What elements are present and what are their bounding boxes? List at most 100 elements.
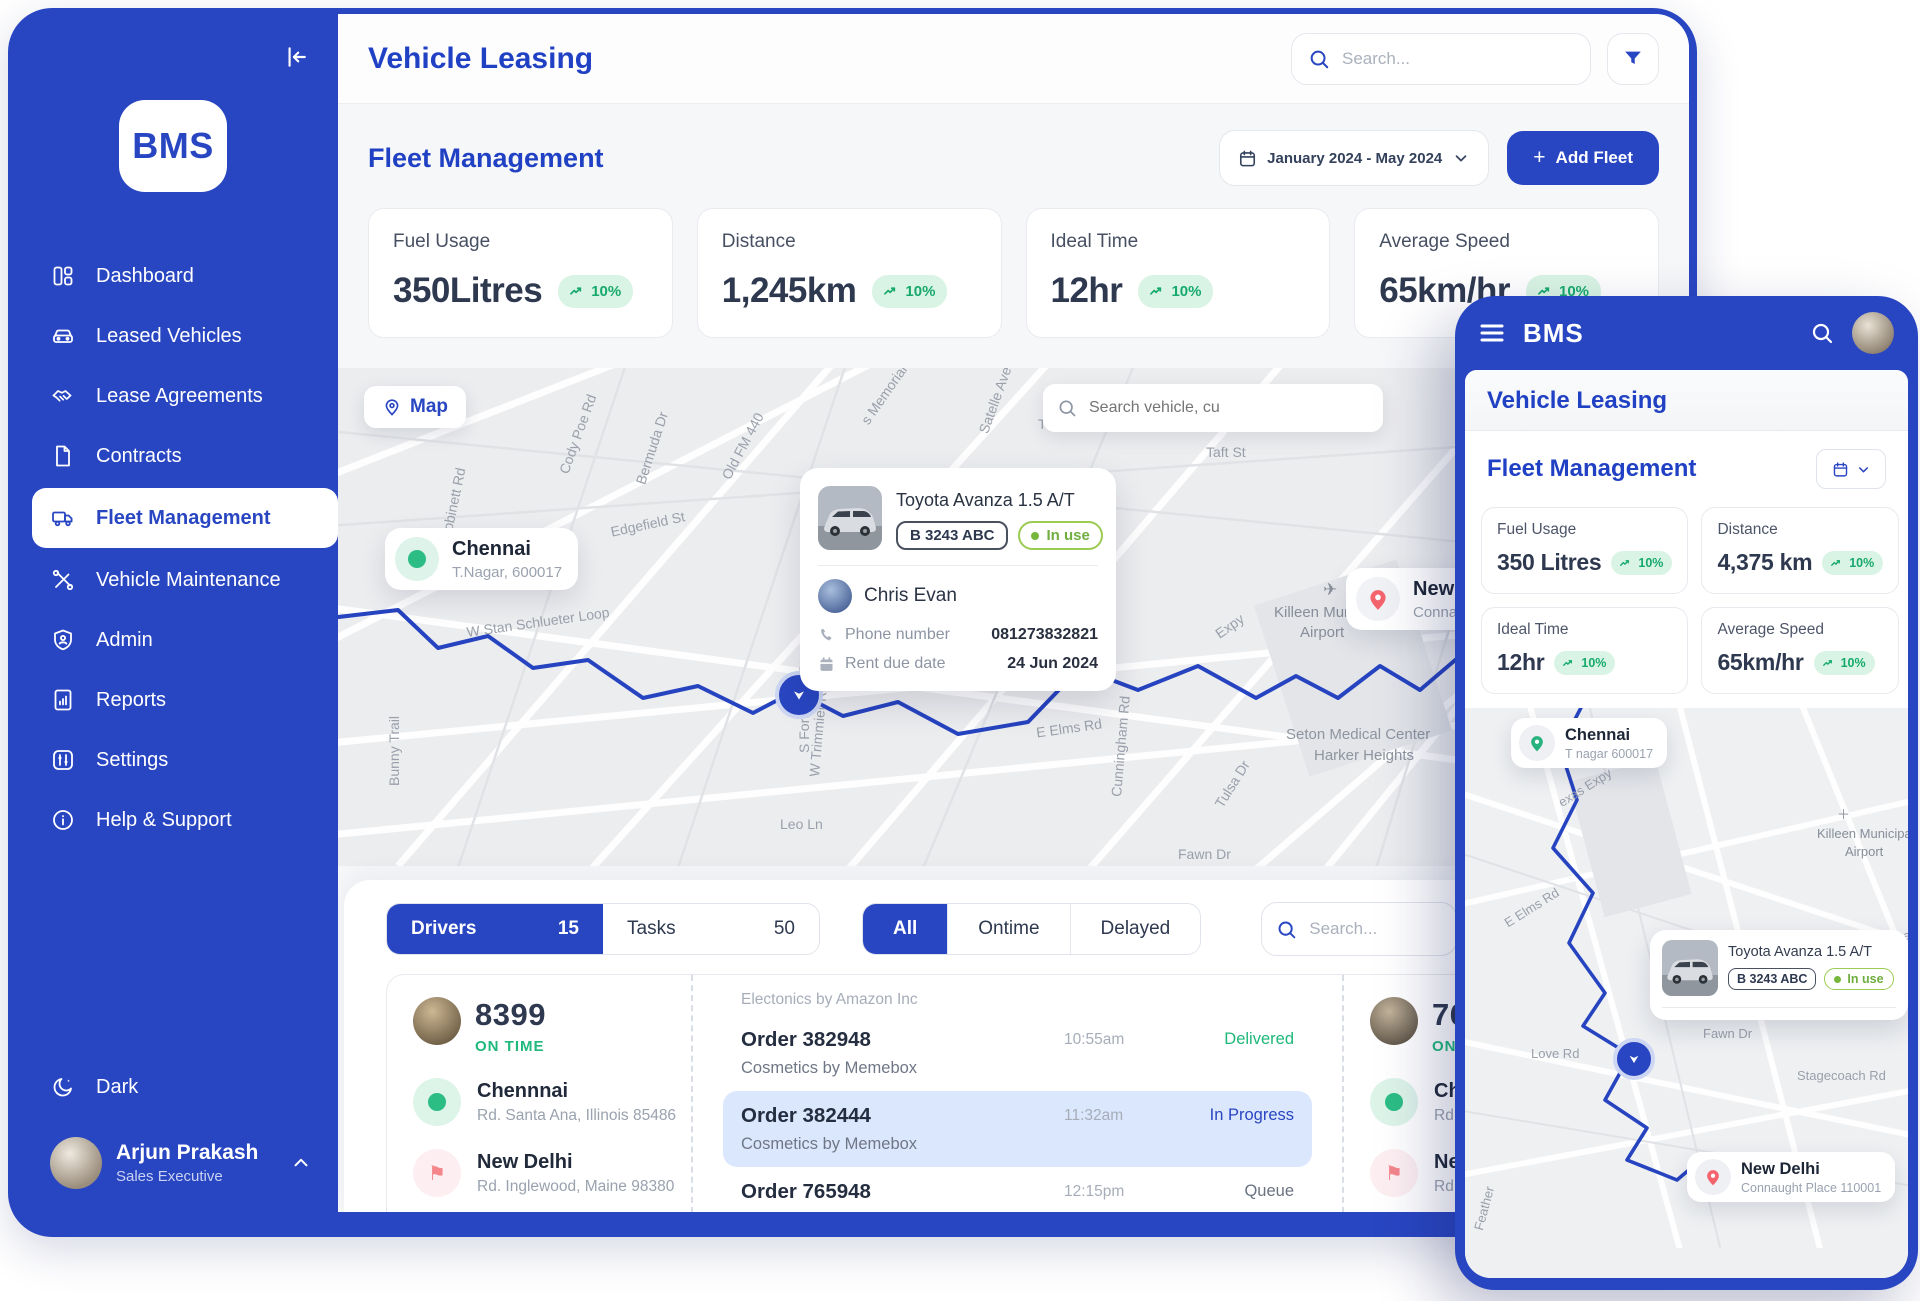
rent-value: 24 Jun 2024: [1007, 655, 1098, 672]
theme-toggle-label: Dark: [96, 1075, 139, 1098]
sidebar-item-label: Dashboard: [96, 264, 194, 287]
filter-icon: [1622, 48, 1644, 70]
sidebar-item-label: Reports: [96, 688, 167, 711]
info-icon: [50, 807, 76, 833]
vehicle-popup-card[interactable]: Toyota Avanza 1.5 A/T B 3243 ABC In use …: [800, 468, 1116, 691]
origin-dot-icon: [1370, 1078, 1418, 1126]
desktop-app: BMS Dashboard Leased Vehicles Lease Agre…: [8, 8, 1697, 1237]
add-fleet-button[interactable]: + Add Fleet: [1507, 131, 1659, 185]
order-row[interactable]: Order 765948 Cosmetics by Memebox 12:15p…: [741, 1180, 1294, 1212]
search-icon[interactable]: [1810, 321, 1834, 345]
order-row-selected[interactable]: Order 382444 Cosmetics by Memebox 11:32a…: [723, 1091, 1312, 1167]
user-avatar: [50, 1137, 102, 1189]
filter-button[interactable]: [1607, 32, 1659, 85]
destination-city: New Delhi: [1741, 1159, 1820, 1178]
theme-toggle-dark[interactable]: Dark: [8, 1057, 338, 1117]
stat-card-distance: Distance 1,245km 10%: [696, 208, 1002, 338]
map-chip-label: Map: [410, 396, 448, 417]
vehicle-status-badge: In use: [1018, 521, 1103, 550]
filter-ontime[interactable]: Ontime: [947, 904, 1070, 954]
mobile-section-title: Fleet Management: [1487, 455, 1697, 482]
sidebar-item-vehicle-maintenance[interactable]: Vehicle Maintenance: [8, 550, 338, 610]
order-status: In Progress: [1209, 1106, 1294, 1124]
sidebar-item-dashboard[interactable]: Dashboard: [8, 246, 338, 306]
sidebar-item-leased-vehicles[interactable]: Leased Vehicles: [8, 306, 338, 366]
sidebar-item-label: Help & Support: [96, 808, 232, 831]
sidebar-item-label: Leased Vehicles: [96, 324, 242, 347]
mobile-map[interactable]: ＋ Killeen Municipal Airport E Elms Rd ex…: [1465, 708, 1908, 1278]
mobile-body: Vehicle Leasing Fleet Management Fuel Us…: [1465, 370, 1908, 1278]
sidebar-item-label: Admin: [96, 628, 153, 651]
origin-tooltip[interactable]: Chennai T.Nagar, 600017: [385, 528, 579, 590]
origin-tooltip[interactable]: Chennai T nagar 600017: [1511, 718, 1668, 768]
stat-card-average-speed: Average Speed 65km/hr 10%: [1701, 607, 1900, 694]
date-range-picker[interactable]: January 2024 - May 2024: [1219, 130, 1490, 186]
mobile-user-avatar[interactable]: [1852, 312, 1894, 354]
stats-row: Fuel Usage 350Litres 10% Distance 1,245k…: [368, 208, 1659, 338]
sidebar-item-fleet-management[interactable]: Fleet Management: [32, 488, 338, 548]
filter-delayed[interactable]: Delayed: [1069, 904, 1201, 954]
tab-tasks[interactable]: Tasks 50: [603, 904, 819, 954]
sidebar-item-contracts[interactable]: Contracts: [8, 426, 338, 486]
vehicle-plate: B 3243 ABC: [896, 521, 1009, 550]
handshake-icon: [50, 383, 76, 409]
tab-drivers[interactable]: Drivers 15: [387, 904, 603, 954]
sidebar-item-admin[interactable]: Admin: [8, 610, 338, 670]
stat-card-ideal-time: Ideal Time 12hr 10%: [1025, 208, 1331, 338]
car-icon: [50, 323, 76, 349]
sidebar-item-help-support[interactable]: Help & Support: [8, 790, 338, 850]
origin-address: T.Nagar, 600017: [452, 563, 563, 581]
filter-all[interactable]: All: [863, 904, 948, 954]
vehicle-title: Toyota Avanza 1.5 A/T: [896, 490, 1075, 510]
section-title: Fleet Management: [368, 142, 604, 173]
vehicle-status-badge: In use: [1824, 968, 1894, 990]
sidebar-item-label: Vehicle Maintenance: [96, 568, 281, 591]
rent-label: Rent due date: [845, 655, 946, 672]
trend-badge: 10%: [1822, 550, 1884, 575]
phone-value: 081273832821: [991, 626, 1098, 643]
stat-label: Distance: [721, 231, 796, 252]
mobile-page-title: Vehicle Leasing: [1465, 370, 1908, 431]
vehicle-popup-card[interactable]: Toyota Avanza 1.5 A/T B 3243 ABC In use: [1650, 930, 1908, 1020]
collapse-icon: [282, 44, 308, 70]
vehicle-photo: [1662, 940, 1718, 996]
driver-cards-row: 8399 ON TIME Chennnai Rd. Santa Ana, Ill…: [386, 974, 1647, 1212]
sidebar-item-reports[interactable]: Reports: [8, 670, 338, 730]
sidebar-item-settings[interactable]: Settings: [8, 730, 338, 790]
add-fleet-label: Add Fleet: [1555, 148, 1633, 167]
mobile-brand: BMS: [1523, 317, 1584, 348]
stat-label: Fuel Usage: [393, 231, 491, 252]
vehicle-location-marker[interactable]: [1613, 1038, 1655, 1080]
search-icon: [1057, 398, 1077, 418]
user-profile[interactable]: Arjun Prakash Sales Executive: [8, 1117, 338, 1189]
tools-icon: [50, 567, 76, 593]
destination-flag-icon: ⚑: [413, 1149, 461, 1197]
sidebar-item-label: Contracts: [96, 444, 182, 467]
fleet-header-row: Fleet Management January 2024 - May 2024…: [368, 130, 1659, 186]
truck-icon: [50, 505, 76, 531]
trend-badge: 10%: [1138, 274, 1214, 308]
vehicle-plate: B 3243 ABC: [1728, 968, 1817, 990]
brand-logo-text: BMS: [132, 125, 214, 166]
vehicle-photo: [818, 486, 882, 550]
origin-city: Chennai: [1565, 725, 1631, 744]
user-name: Arjun Prakash: [116, 1141, 259, 1164]
calendar-icon: [818, 656, 835, 673]
route-polyline: [1551, 708, 1715, 1182]
panel-search-input[interactable]: [1307, 918, 1443, 940]
mobile-date-picker[interactable]: [1816, 449, 1886, 489]
collapse-sidebar-button[interactable]: [278, 40, 312, 74]
order-row[interactable]: Order 382948 Cosmetics by Memebox 10:55a…: [741, 1028, 1294, 1077]
destination-tooltip[interactable]: New Delhi Connaught Place 110001: [1687, 1152, 1896, 1202]
hamburger-menu-icon[interactable]: [1479, 322, 1505, 344]
shield-user-icon: [50, 627, 76, 653]
search-input[interactable]: [1340, 47, 1574, 70]
header-search: [1291, 32, 1591, 85]
driver-card[interactable]: 8399 ON TIME Chennnai Rd. Santa Ana, Ill…: [387, 975, 691, 1212]
report-icon: [50, 687, 76, 713]
sidebar-item-lease-agreements[interactable]: Lease Agreements: [8, 366, 338, 426]
map-mode-chip[interactable]: Map: [364, 386, 466, 428]
dashboard-icon: [50, 263, 76, 289]
map-search-input[interactable]: [1087, 398, 1369, 418]
